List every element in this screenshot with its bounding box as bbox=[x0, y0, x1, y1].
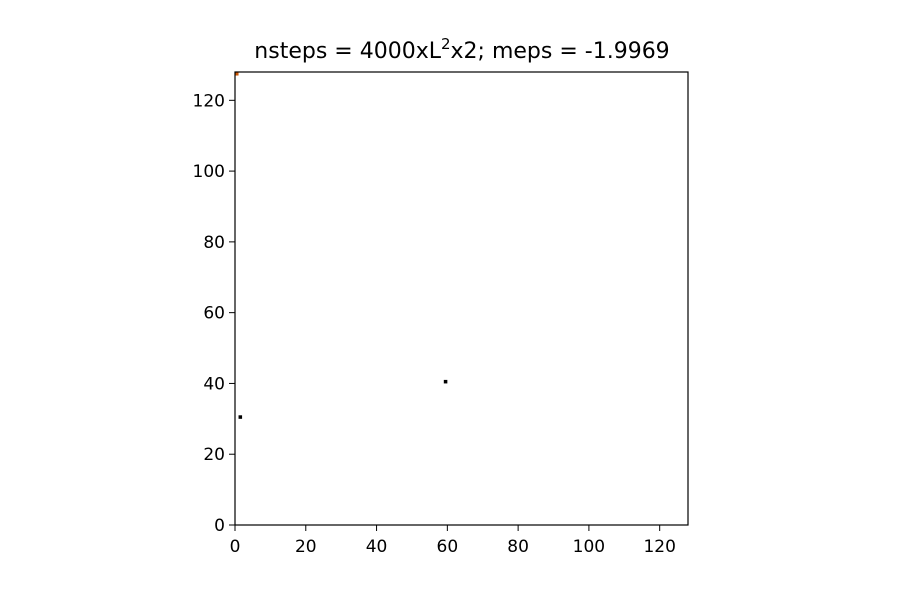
plot-frame bbox=[234, 71, 689, 526]
y-tick-label: 0 bbox=[214, 516, 225, 536]
y-tick-label: 60 bbox=[203, 304, 225, 324]
chart-title-suffix: x2; meps = -1.9969 bbox=[451, 39, 670, 64]
y-tick-label: 100 bbox=[193, 162, 225, 182]
chart-title-prefix: nsteps = 4000xL bbox=[254, 39, 441, 64]
x-tick-label: 40 bbox=[366, 537, 388, 557]
x-tick-label: 0 bbox=[230, 537, 241, 557]
heatmap-cells bbox=[235, 72, 448, 419]
heatmap-cell-1 bbox=[238, 415, 243, 419]
x-tick-label: 100 bbox=[573, 537, 605, 557]
y-tick-label: 120 bbox=[193, 91, 225, 111]
heatmap-cell-0 bbox=[235, 72, 239, 76]
x-tick-label: 60 bbox=[437, 537, 459, 557]
chart-title: nsteps = 4000xL2x2; meps = -1.9969 bbox=[254, 35, 669, 64]
heatmap-cell-2 bbox=[443, 379, 448, 384]
y-tick-label: 40 bbox=[203, 374, 225, 394]
x-tick-label: 80 bbox=[507, 537, 529, 557]
x-axis: 0 20 40 60 80 100 120 bbox=[230, 525, 676, 557]
x-tick-label: 20 bbox=[295, 537, 317, 557]
x-tick-label: 120 bbox=[643, 537, 675, 557]
chart-title-sup: 2 bbox=[441, 35, 451, 53]
y-tick-label: 80 bbox=[203, 233, 225, 253]
y-tick-label: 20 bbox=[203, 445, 225, 465]
y-axis: 0 20 40 60 80 100 120 bbox=[193, 91, 235, 536]
